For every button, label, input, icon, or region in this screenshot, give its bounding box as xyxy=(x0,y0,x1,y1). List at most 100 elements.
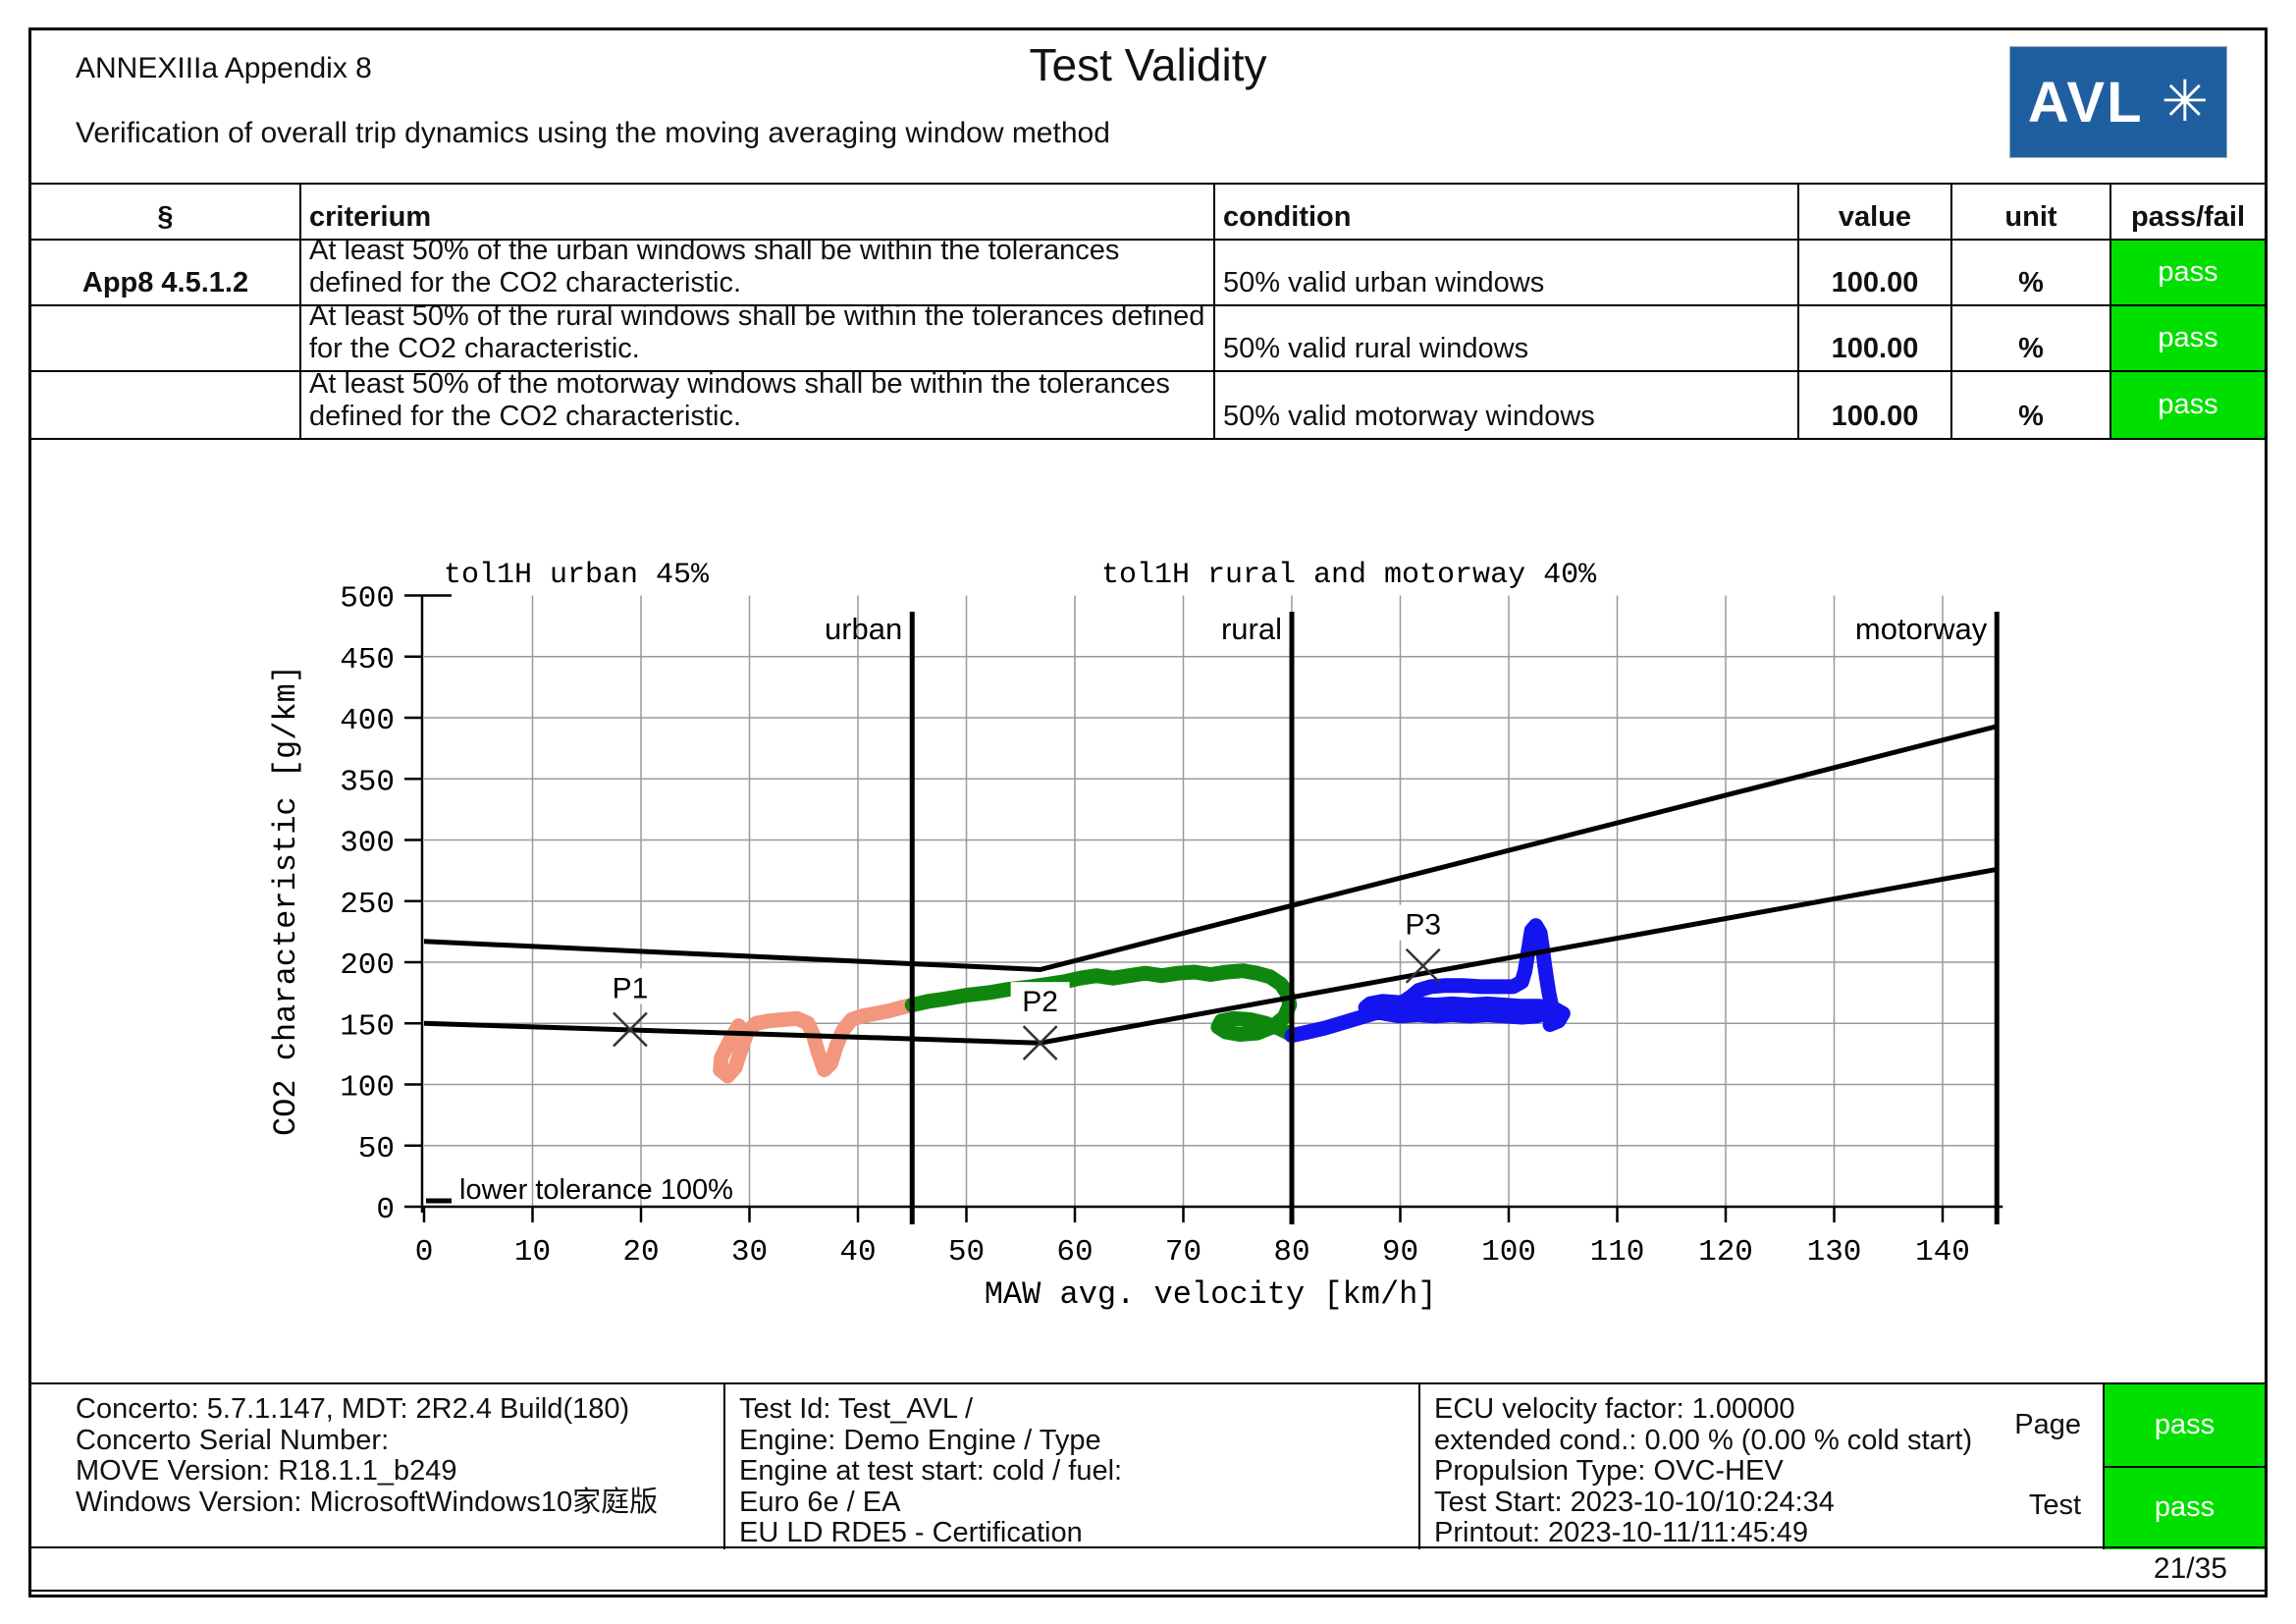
row-unit: % xyxy=(1952,372,2111,438)
col-header-paragraph: § xyxy=(31,185,301,241)
page-number-row: 21/35 xyxy=(31,1546,2265,1592)
svg-text:MAW avg. velocity [km/h]: MAW avg. velocity [km/h] xyxy=(985,1276,1437,1313)
page-result-label: Page xyxy=(2014,1409,2081,1440)
col-header-passfail: pass/fail xyxy=(2111,185,2265,241)
row-value: 100.00 xyxy=(1799,306,1952,372)
report-page: ANNEXIIIa Appendix 8 Test Validity Verif… xyxy=(28,27,2268,1597)
svg-text:P3: P3 xyxy=(1405,909,1441,942)
criterium-line-1: At least 50% of the rural windows shall … xyxy=(309,306,1205,332)
svg-text:100: 100 xyxy=(340,1071,395,1106)
row-condition: 50% valid motorway windows xyxy=(1215,372,1799,438)
footer-line: Engine at test start: cold / fuel: xyxy=(739,1455,1123,1487)
svg-text:40: 40 xyxy=(839,1235,876,1270)
svg-text:150: 150 xyxy=(340,1009,395,1044)
footer-line: EU LD RDE5 - Certification xyxy=(739,1517,1083,1548)
footer-line: Concerto Serial Number: xyxy=(76,1424,390,1456)
row-value: 100.00 xyxy=(1799,372,1952,438)
svg-text:250: 250 xyxy=(340,888,395,922)
svg-text:500: 500 xyxy=(340,582,395,617)
row-paragraph xyxy=(31,306,301,372)
row-unit: % xyxy=(1952,306,2111,372)
svg-text:400: 400 xyxy=(340,704,395,738)
avl-logo-text: AVL xyxy=(2027,70,2144,135)
svg-text:60: 60 xyxy=(1056,1235,1093,1270)
row-condition: 50% valid rural windows xyxy=(1215,306,1799,372)
footer-line: Windows Version: MicrosoftWindows10家庭版 xyxy=(76,1486,659,1518)
footer-line: Concerto: 5.7.1.147, MDT: 2R2.4 Build(18… xyxy=(76,1393,630,1425)
svg-text:70: 70 xyxy=(1165,1235,1201,1270)
svg-text:140: 140 xyxy=(1915,1235,1970,1270)
svg-text:P1: P1 xyxy=(613,972,649,1004)
svg-text:120: 120 xyxy=(1698,1235,1753,1270)
svg-text:130: 130 xyxy=(1807,1235,1862,1270)
test-status-badge: pass xyxy=(2105,1467,2265,1549)
criterium-line-2: defined for the CO2 characteristic. xyxy=(309,267,742,298)
svg-text:450: 450 xyxy=(340,643,395,677)
svg-text:350: 350 xyxy=(340,765,395,799)
row-condition: 50% valid urban windows xyxy=(1215,241,1799,306)
row-paragraph: App8 4.5.1.2 xyxy=(31,241,301,306)
footer-line: Test Start: 2023-10-10/10:24:34 xyxy=(1434,1486,1835,1518)
row-criterium: At least 50% of the motorway windows sha… xyxy=(301,372,1215,438)
col-header-value: value xyxy=(1799,185,1952,241)
svg-text:tol1H rural and motorway 40%: tol1H rural and motorway 40% xyxy=(1101,559,1597,592)
svg-text:10: 10 xyxy=(514,1235,551,1270)
status-badge: pass xyxy=(2111,306,2265,372)
svg-text:200: 200 xyxy=(340,948,395,983)
row-unit: % xyxy=(1952,241,2111,306)
svg-text:300: 300 xyxy=(340,827,395,861)
row-value: 100.00 xyxy=(1799,241,1952,306)
svg-text:rural: rural xyxy=(1221,612,1282,646)
status-badge: pass xyxy=(2111,372,2265,438)
criterium-line-1: At least 50% of the motorway windows sha… xyxy=(309,372,1170,400)
page-title: Test Validity xyxy=(1029,39,1267,90)
col-header-criterium: criterium xyxy=(301,185,1215,241)
footer-line: Printout: 2023-10-11/11:45:49 xyxy=(1434,1517,1809,1548)
footer-line: Propulsion Type: OVC-HEV xyxy=(1434,1455,1784,1487)
svg-text:20: 20 xyxy=(622,1235,659,1270)
row-paragraph xyxy=(31,372,301,438)
criterium-line-2: defined for the CO2 characteristic. xyxy=(309,401,742,432)
footer-software-info: Concerto: 5.7.1.147, MDT: 2R2.4 Build(18… xyxy=(31,1384,725,1549)
criterium-line-1: At least 50% of the urban windows shall … xyxy=(309,241,1120,266)
svg-text:50: 50 xyxy=(948,1235,985,1270)
footer-ecu-info: ECU velocity factor: 1.00000 extended co… xyxy=(1420,1384,2105,1549)
svg-text:100: 100 xyxy=(1481,1235,1536,1270)
footer-line: extended cond.: 0.00 % (0.00 % cold star… xyxy=(1434,1424,1973,1456)
svg-text:lower tolerance 100%: lower tolerance 100% xyxy=(459,1174,733,1206)
footer-line: ECU velocity factor: 1.00000 xyxy=(1434,1393,1795,1425)
avl-logo: AVL ✳ xyxy=(2009,46,2227,158)
footer-info-table: Concerto: 5.7.1.147, MDT: 2R2.4 Build(18… xyxy=(31,1382,2265,1549)
svg-text:CO2 characteristic [g/km]: CO2 characteristic [g/km] xyxy=(268,665,304,1136)
footer-line: Euro 6e / EA xyxy=(739,1486,901,1518)
page-subtitle: Verification of overall trip dynamics us… xyxy=(76,117,1110,149)
page-status-badge: pass xyxy=(2105,1384,2265,1468)
svg-text:motorway: motorway xyxy=(1855,612,1988,646)
test-result-label: Test xyxy=(2028,1489,2081,1521)
footer-line: MOVE Version: R18.1.1_b249 xyxy=(76,1455,457,1487)
criteria-table: § criterium condition value unit pass/fa… xyxy=(31,183,2265,440)
col-header-unit: unit xyxy=(1952,185,2111,241)
appendix-label: ANNEXIIIa Appendix 8 xyxy=(76,52,372,84)
svg-text:0: 0 xyxy=(415,1235,434,1270)
col-header-condition: condition xyxy=(1215,185,1799,241)
row-criterium: At least 50% of the urban windows shall … xyxy=(301,241,1215,306)
svg-text:urban: urban xyxy=(825,612,902,646)
svg-text:tol1H urban 45%: tol1H urban 45% xyxy=(444,559,710,592)
footer-line: Test Id: Test_AVL / xyxy=(739,1393,974,1425)
footer-test-info: Test Id: Test_AVL / Engine: Demo Engine … xyxy=(725,1384,1420,1549)
trip-dynamics-chart: tol1H urban 45% tol1H rural and motorway … xyxy=(268,559,2003,1313)
row-criterium: At least 50% of the rural windows shall … xyxy=(301,306,1215,372)
footer-line: Engine: Demo Engine / Type xyxy=(739,1424,1101,1456)
svg-text:30: 30 xyxy=(731,1235,768,1270)
avl-swirl-icon: ✳ xyxy=(2161,70,2210,134)
svg-text:110: 110 xyxy=(1590,1235,1645,1270)
svg-text:80: 80 xyxy=(1273,1235,1309,1270)
svg-text:P2: P2 xyxy=(1022,986,1058,1018)
footer-result-column: pass pass xyxy=(2105,1384,2265,1549)
criterium-line-2: for the CO2 characteristic. xyxy=(309,333,640,364)
page-number: 21/35 xyxy=(2153,1552,2227,1585)
status-badge: pass xyxy=(2111,241,2265,306)
svg-text:50: 50 xyxy=(358,1132,395,1166)
svg-text:0: 0 xyxy=(376,1193,395,1227)
